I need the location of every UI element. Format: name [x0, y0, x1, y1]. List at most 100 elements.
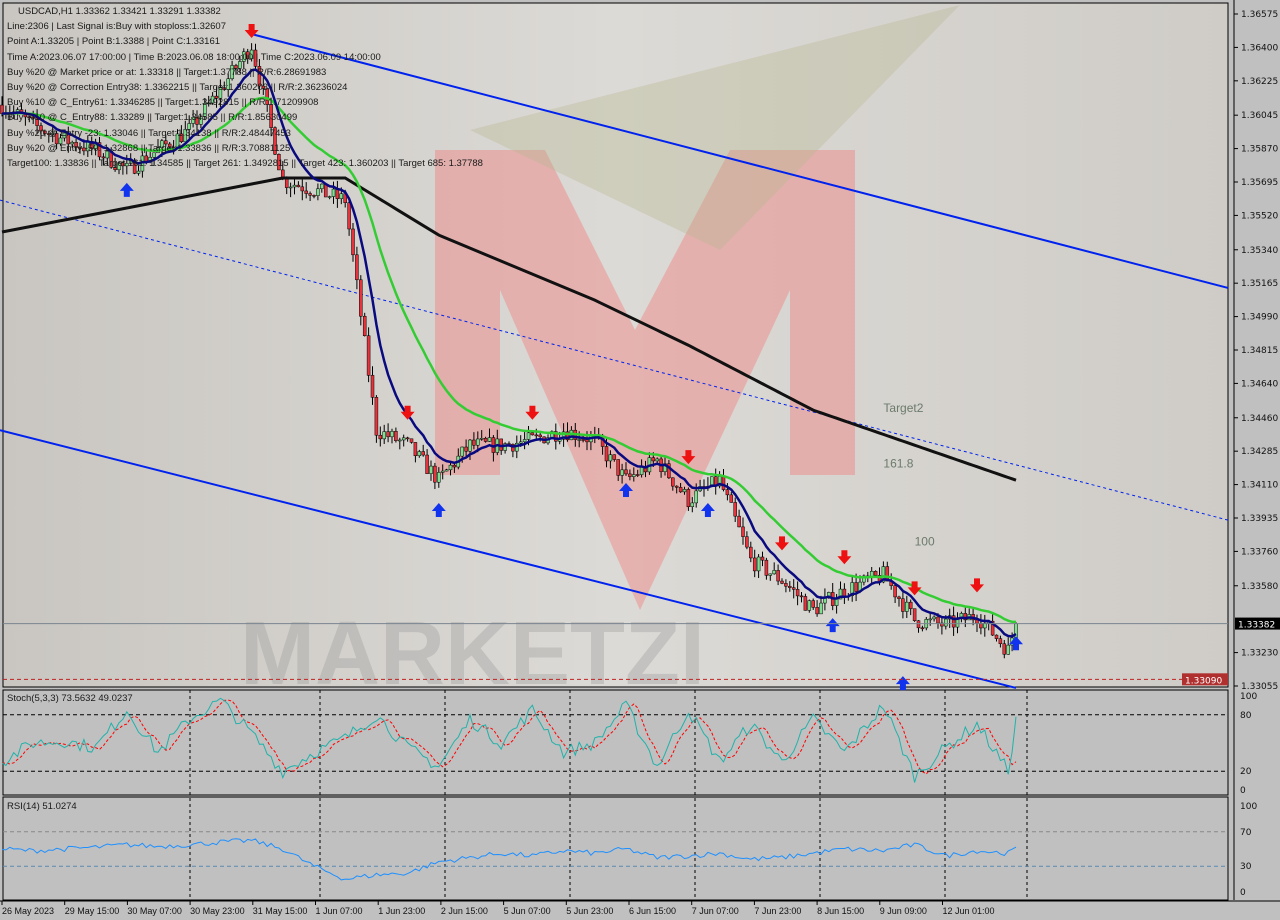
- buy-signal-arrow-icon: [1009, 636, 1023, 651]
- candle: [31, 117, 35, 119]
- sell-signal-arrow-icon: [970, 578, 984, 593]
- candle: [398, 439, 402, 442]
- candle: [674, 485, 679, 488]
- candle: [167, 143, 172, 148]
- stoch-main-line: [1, 697, 1017, 783]
- candle: [932, 616, 936, 620]
- candle: [772, 570, 776, 575]
- rsi-level-label: 70: [1240, 828, 1252, 838]
- buy-signal-arrow-icon: [895, 676, 910, 691]
- candle: [725, 489, 730, 496]
- candle: [737, 515, 741, 528]
- candle: [316, 188, 320, 196]
- time-tick-label: 6 Jun 15:00: [629, 906, 676, 916]
- candle: [382, 431, 386, 440]
- candle: [347, 202, 351, 230]
- candle: [511, 444, 515, 452]
- time-tick-label: 12 Jun 01:00: [943, 906, 995, 916]
- fib-level-label: Target2: [883, 401, 923, 415]
- candle: [522, 439, 527, 443]
- candle: [479, 438, 484, 440]
- candle: [327, 196, 332, 198]
- time-tick-label: 7 Jun 23:00: [754, 906, 801, 916]
- candle: [620, 469, 624, 476]
- candle: [253, 49, 258, 67]
- candle: [405, 437, 410, 440]
- price-tick-label: 1.34990: [1241, 313, 1278, 323]
- candle: [944, 618, 948, 627]
- candle: [296, 184, 301, 188]
- candle: [795, 589, 800, 597]
- candle: [893, 585, 897, 598]
- candle: [811, 600, 815, 608]
- time-tick-label: 8 Jun 15:00: [817, 906, 864, 916]
- stochastic-label: Stoch(5,3,3) 73.5632 49.0237: [7, 693, 133, 704]
- ma-mid-line: [1, 96, 1017, 624]
- candle: [222, 87, 227, 90]
- candle: [671, 477, 675, 487]
- candle: [195, 117, 199, 125]
- candle: [125, 163, 129, 167]
- candle: [791, 587, 796, 590]
- candle: [472, 439, 476, 446]
- candle: [54, 133, 59, 145]
- price-tick-label: 1.35340: [1241, 246, 1278, 256]
- candle: [234, 65, 238, 69]
- rsi-level-label: 30: [1240, 862, 1252, 872]
- candle: [577, 439, 581, 441]
- candle: [468, 439, 472, 452]
- candle: [136, 170, 141, 174]
- candle: [1006, 644, 1010, 655]
- stochastic-pane: [2, 689, 1229, 796]
- candle: [803, 596, 808, 611]
- price-tick-label: 1.34640: [1241, 379, 1278, 389]
- candle: [476, 438, 480, 446]
- candle: [82, 147, 86, 152]
- candle: [230, 65, 234, 80]
- candle: [121, 162, 125, 167]
- candle: [460, 446, 464, 457]
- candle: [421, 451, 425, 456]
- candle: [940, 622, 944, 627]
- price-tick-label: 1.33580: [1241, 582, 1278, 592]
- candle: [187, 123, 191, 130]
- candle: [994, 634, 999, 639]
- candle: [780, 580, 784, 584]
- time-tick-label: 9 Jun 09:00: [880, 906, 927, 916]
- candle: [437, 472, 441, 483]
- watermark-logo: [435, 150, 855, 610]
- buy-signal-arrow-icon: [619, 482, 633, 497]
- time-tick-label: 1 Jun 07:00: [316, 906, 363, 916]
- candle: [312, 195, 316, 197]
- candle: [304, 190, 308, 194]
- candle: [257, 66, 262, 87]
- price-tick-label: 1.34815: [1241, 346, 1278, 356]
- candles: [0, 43, 1018, 659]
- ma-fast-line: [1, 68, 1017, 638]
- candle: [214, 95, 219, 99]
- candle: [815, 607, 819, 615]
- price-tick-label: 1.35695: [1241, 178, 1278, 188]
- sell-signal-arrow-icon: [400, 405, 415, 420]
- fib-level-label: 100: [915, 535, 935, 549]
- current-price-label: 1.33382: [1238, 621, 1275, 631]
- candle: [160, 140, 164, 149]
- candle: [862, 575, 866, 583]
- candle: [452, 464, 457, 468]
- price-tick-label: 1.36045: [1241, 111, 1278, 121]
- time-tick-label: 5 Jun 23:00: [566, 906, 613, 916]
- candle: [351, 228, 355, 256]
- candle: [721, 476, 726, 490]
- candle: [47, 133, 51, 135]
- channel-upper-line: [251, 33, 1229, 289]
- candle: [448, 464, 453, 471]
- sell-signal-arrow-icon: [525, 405, 540, 420]
- candle: [245, 51, 250, 59]
- price-tick-label: 1.35520: [1241, 211, 1278, 221]
- candle: [873, 571, 878, 576]
- price-tick-label: 1.36575: [1241, 10, 1278, 20]
- current-price-badge: [1235, 617, 1280, 630]
- stoch-signal-line: [2, 699, 1017, 775]
- candle: [199, 116, 203, 125]
